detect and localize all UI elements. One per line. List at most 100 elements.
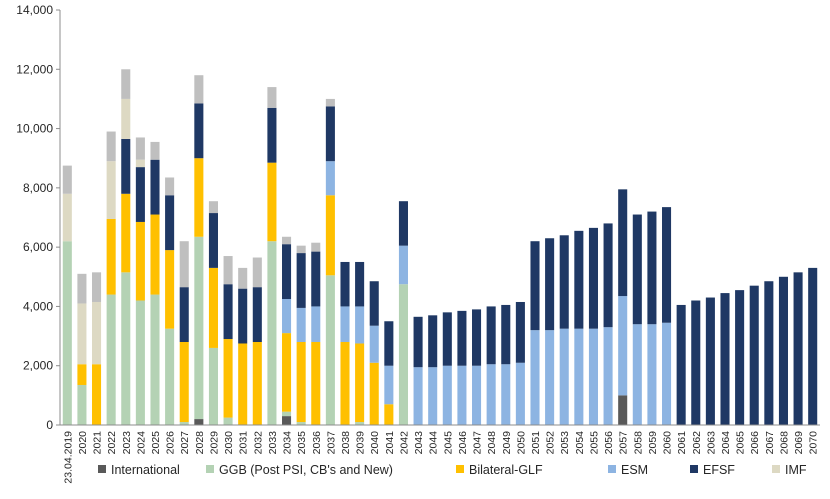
bar-segment <box>267 107 277 163</box>
bar-segment <box>545 238 555 331</box>
bar-segment <box>384 321 394 366</box>
bar-segment <box>778 276 788 425</box>
x-tick-label: 2056 <box>603 431 615 455</box>
legend: International GGB (Post PSI, CB's and New… <box>98 463 807 477</box>
x-tick-label: 2026 <box>165 431 177 455</box>
bar-segment <box>472 309 482 366</box>
x-tick-label: 2052 <box>545 431 557 455</box>
bar-segment <box>413 367 423 425</box>
bar-segment <box>457 365 467 425</box>
x-tick-label: 2020 <box>77 431 89 455</box>
bar-segment <box>179 241 189 288</box>
bar-segment <box>77 303 87 365</box>
x-tick-label: 2062 <box>691 431 703 455</box>
x-tick-label: 2033 <box>267 431 279 455</box>
y-tick-label: 10,000 <box>16 122 53 136</box>
bar-segment <box>135 167 145 222</box>
bar-segment <box>267 162 277 242</box>
bar-segment <box>165 250 175 329</box>
bar-segment <box>223 256 233 285</box>
legend-label: International <box>111 463 180 477</box>
bar-segment <box>150 159 160 215</box>
y-tick-label: 2,000 <box>23 359 53 373</box>
x-tick-label: 2058 <box>632 431 644 455</box>
x-tick-label: 2053 <box>559 431 571 455</box>
bar-segment <box>282 333 292 412</box>
bar-segment <box>179 422 189 425</box>
bar-segment <box>282 244 292 300</box>
bar-segment <box>355 422 365 425</box>
bar-segment <box>92 301 102 365</box>
bar-segment <box>238 343 248 425</box>
bar-segment <box>282 236 292 245</box>
legend-label: IMF <box>785 463 807 477</box>
bar-segment <box>676 304 686 425</box>
x-tick-label: 2024 <box>135 431 147 455</box>
bar-segment <box>691 300 701 425</box>
bar-segment <box>267 241 277 425</box>
bar-segment <box>398 284 408 425</box>
bar-segment <box>618 296 628 396</box>
bar-segment <box>355 261 365 307</box>
legend-label: EFSF <box>703 463 735 477</box>
x-tick-label: 2029 <box>208 431 220 455</box>
y-tick-label: 8,000 <box>23 181 53 195</box>
bar-segment <box>77 384 87 425</box>
legend-swatch <box>456 465 464 473</box>
x-tick-label: 2051 <box>530 431 542 455</box>
bar-segment <box>135 300 145 425</box>
bar-segment <box>194 419 204 425</box>
bar-segment <box>632 214 642 325</box>
bar-segment <box>135 221 145 301</box>
bar-segment <box>559 235 569 329</box>
bar-segment <box>618 189 628 297</box>
x-tick-label: 2021 <box>92 431 104 455</box>
bar-segment <box>282 416 292 425</box>
x-tick-label: 2065 <box>735 431 747 455</box>
legend-swatch <box>98 465 106 473</box>
legend-swatch <box>690 465 698 473</box>
bar-segment <box>296 253 306 308</box>
bar-segment <box>369 325 379 363</box>
bar-segment <box>515 362 525 425</box>
bar-segment <box>267 87 277 108</box>
x-tick-label: 2048 <box>486 431 498 455</box>
bar-segment <box>749 285 759 425</box>
bar-segment <box>588 227 598 329</box>
bar-segment <box>223 284 233 340</box>
bar-segment <box>325 98 335 107</box>
x-tick-label: 2060 <box>662 431 674 455</box>
bar-segment <box>194 158 204 237</box>
bar-segment <box>369 281 379 326</box>
y-tick-label: 0 <box>46 418 53 432</box>
x-tick-label: 2045 <box>442 431 454 455</box>
x-tick-label: 2063 <box>705 431 717 455</box>
bar-segment <box>106 131 116 162</box>
x-tick-label: 2064 <box>720 431 732 455</box>
bar-segment <box>311 306 321 342</box>
bar-segment <box>121 272 131 425</box>
bar-segment <box>252 342 262 425</box>
legend-label: Bilateral-GLF <box>469 463 543 477</box>
bar-segment <box>121 98 131 139</box>
bar-segment <box>530 241 540 331</box>
bar-segment <box>325 195 335 276</box>
legend-label: ESM <box>621 463 648 477</box>
bar-segment <box>808 267 818 425</box>
legend-swatch <box>772 465 780 473</box>
bar-segment <box>252 257 262 288</box>
bar-segment <box>340 342 350 425</box>
bar-segment <box>530 330 540 425</box>
x-tick-label: 2047 <box>472 431 484 455</box>
bar-segment <box>208 347 218 425</box>
bar-segment <box>165 195 175 251</box>
x-tick-label: 2070 <box>808 431 820 455</box>
bar-segment <box>296 342 306 423</box>
x-tick-label: 2032 <box>252 431 264 455</box>
bar-segment <box>369 362 379 425</box>
bar-segment <box>398 245 408 285</box>
bar-segment <box>515 301 525 363</box>
bar-segment <box>194 236 204 420</box>
bar-segment <box>92 364 102 425</box>
